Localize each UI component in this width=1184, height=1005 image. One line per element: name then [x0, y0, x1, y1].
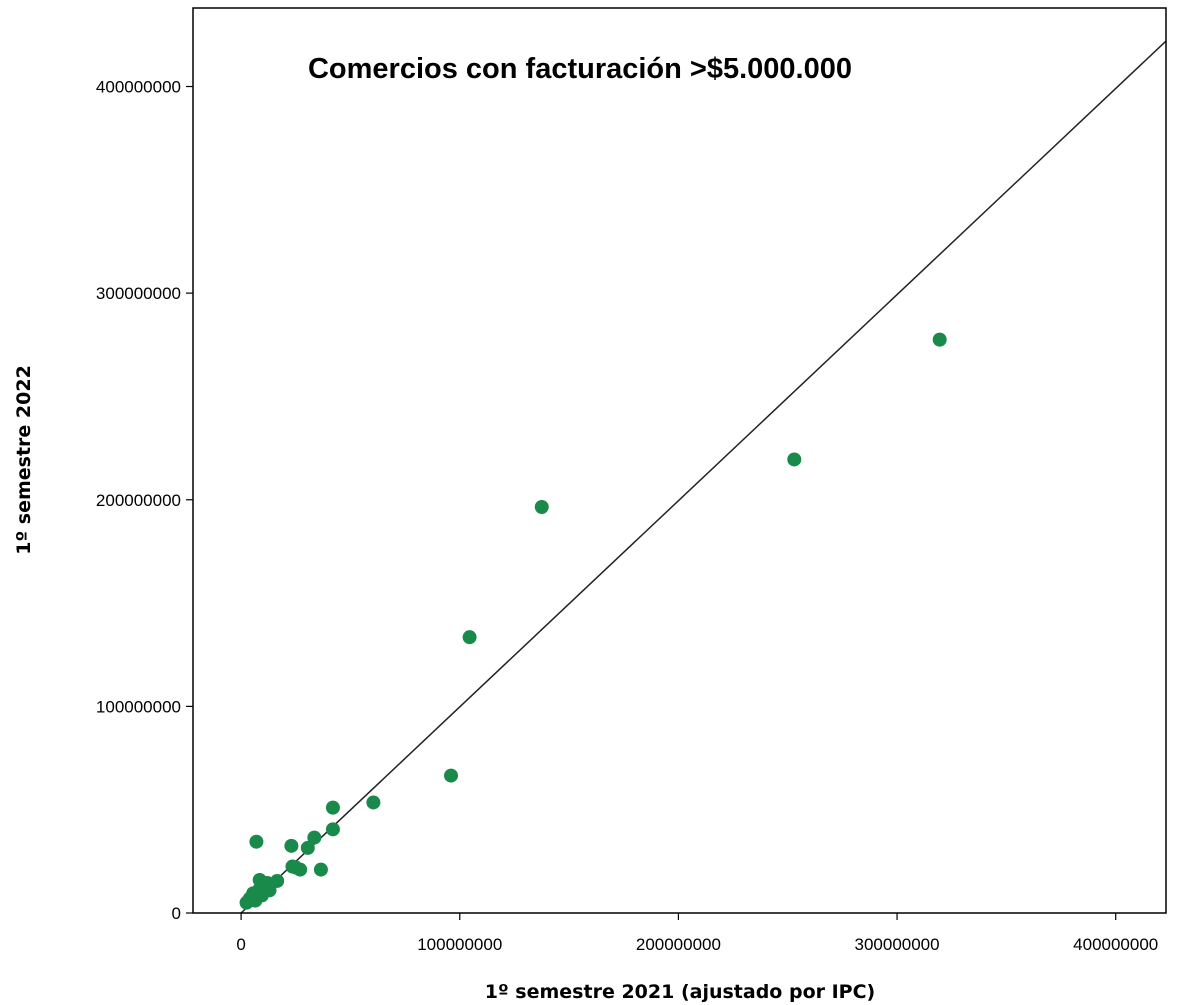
data-point: [313, 862, 328, 877]
y-tick-label: 200000000: [96, 491, 181, 510]
data-point: [787, 452, 802, 467]
data-point: [284, 838, 299, 853]
x-tick-label: 0: [236, 935, 245, 954]
reference-line: [240, 40, 1167, 914]
data-point: [249, 834, 264, 849]
data-point: [444, 768, 459, 783]
data-point: [270, 873, 285, 888]
data-point: [293, 862, 308, 877]
data-point: [307, 830, 322, 845]
chart-title: Comercios con facturación >$5.000.000: [308, 53, 852, 85]
data-point: [534, 499, 549, 514]
x-tick-label: 400000000: [1073, 935, 1158, 954]
y-tick-label: 0: [172, 904, 181, 923]
data-point: [300, 840, 315, 855]
x-tick-label: 200000000: [636, 935, 721, 954]
x-tick-label: 100000000: [417, 935, 502, 954]
data-point: [366, 795, 381, 810]
x-tick-label: 300000000: [855, 935, 940, 954]
plot-area-frame: [192, 7, 1167, 914]
data-point: [932, 332, 947, 347]
y-tick-label: 300000000: [96, 284, 181, 303]
data-point: [325, 822, 340, 837]
axis-ticks: 0 100000000 200000000 300000000 400000000 0 10…: [96, 78, 1158, 954]
x-axis-title: 1º semestre 2021 (ajustado por IPC): [485, 981, 875, 1003]
y-tick-label: 400000000: [96, 78, 181, 97]
plot-marks: [239, 40, 1167, 914]
data-point: [325, 800, 340, 815]
y-tick-label: 100000000: [96, 697, 181, 716]
data-point: [262, 883, 277, 898]
y-axis-title: 1º semestre 2022: [13, 365, 35, 555]
data-point: [462, 630, 477, 645]
